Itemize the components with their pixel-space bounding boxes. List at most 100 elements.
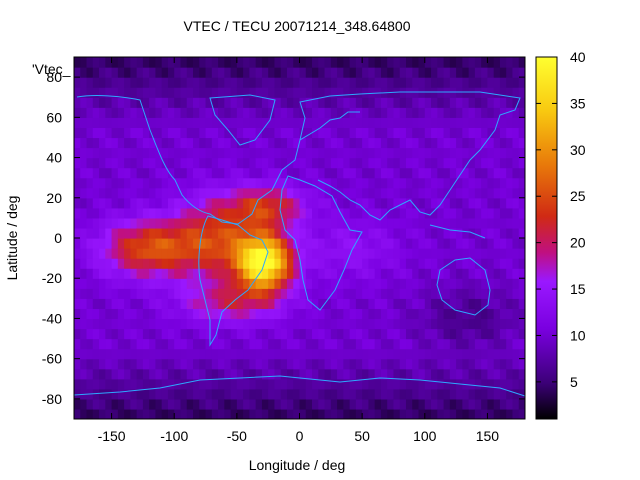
heat-cell: [211, 57, 219, 68]
heat-cell: [167, 368, 175, 380]
heat-cell: [481, 368, 489, 380]
heat-cell: [280, 278, 288, 289]
heat-cell: [312, 167, 319, 179]
heat-cell: [218, 398, 225, 410]
heat-cell: [243, 318, 250, 330]
heat-cell: [512, 368, 520, 380]
heat-cell: [312, 117, 319, 128]
heat-cell: [393, 157, 401, 169]
heat-cell: [199, 217, 207, 229]
heat-cell: [243, 378, 250, 390]
heat-cell: [174, 328, 182, 340]
heat-cell: [80, 338, 88, 350]
heat-cell: [236, 378, 244, 390]
heat-cell: [142, 207, 150, 219]
heat-cell: [236, 368, 244, 380]
heat-cell: [111, 378, 119, 390]
heat-cell: [236, 167, 244, 179]
heat-cell: [443, 398, 451, 410]
heat-cell: [437, 167, 445, 179]
heat-cell: [236, 227, 244, 239]
heat-cell: [174, 217, 182, 229]
heat-cell: [324, 368, 332, 380]
heat-cell: [362, 57, 369, 68]
heat-cell: [199, 328, 207, 340]
heat-cell: [474, 378, 482, 390]
heat-cell: [205, 398, 213, 410]
heat-cell: [111, 137, 119, 149]
heat-cell: [180, 318, 188, 330]
heat-cell: [299, 57, 307, 68]
heat-cell: [155, 358, 163, 370]
heat-cell: [268, 368, 276, 380]
heat-cell: [105, 117, 113, 128]
heat-cell: [349, 388, 357, 400]
heat-cell: [249, 147, 257, 159]
heat-cell: [230, 238, 238, 249]
heat-cell: [186, 328, 194, 340]
heat-cell: [355, 298, 363, 309]
heat-cell: [305, 328, 313, 340]
heat-cell: [255, 248, 263, 259]
heat-cell: [462, 328, 470, 340]
heat-cell: [243, 87, 250, 98]
heat-cell: [449, 378, 457, 390]
heat-cell: [424, 288, 432, 299]
heat-cell: [481, 177, 489, 189]
heat-cell: [305, 217, 313, 229]
heat-cell: [374, 197, 382, 209]
heat-cell: [405, 358, 413, 370]
heat-cell: [518, 368, 525, 380]
heat-cell: [161, 358, 169, 370]
heat-cell: [512, 278, 520, 289]
heat-cell: [431, 107, 438, 118]
heat-cell: [186, 288, 194, 299]
heat-cell: [380, 157, 388, 169]
heat-cell: [337, 278, 344, 289]
heat-cell: [255, 167, 263, 179]
heat-cell: [274, 147, 282, 159]
heat-cell: [211, 167, 219, 179]
heat-cell: [468, 328, 476, 340]
heat-cell: [268, 348, 276, 360]
heat-cell: [274, 388, 282, 400]
heat-cell: [349, 157, 357, 169]
heat-cell: [149, 378, 157, 390]
heat-cell: [111, 268, 119, 279]
heat-cell: [512, 328, 520, 340]
heat-cell: [80, 358, 88, 370]
heat-cell: [117, 348, 125, 360]
heat-cell: [312, 137, 319, 149]
heat-cell: [418, 248, 426, 259]
heat-cell: [261, 157, 269, 169]
heat-cell: [324, 338, 332, 350]
heat-cell: [136, 207, 144, 219]
heat-cell: [412, 217, 420, 229]
heat-cell: [249, 77, 257, 88]
heat-cell: [437, 288, 445, 299]
heat-cell: [512, 288, 520, 299]
heat-cell: [80, 67, 88, 78]
heat-cell: [117, 157, 125, 169]
heat-cell: [293, 87, 301, 98]
heat-cell: [142, 217, 150, 229]
heat-cell: [387, 298, 395, 309]
heat-cell: [286, 157, 294, 169]
heat-cell: [211, 127, 219, 139]
heat-cell: [387, 77, 395, 88]
heat-cell: [255, 258, 263, 269]
heat-cell: [424, 117, 432, 128]
heat-cell: [249, 167, 257, 179]
heat-cell: [92, 167, 100, 179]
heat-cell: [506, 268, 514, 279]
heat-cell: [412, 107, 420, 118]
heat-cell: [124, 288, 131, 299]
heat-cell: [437, 308, 445, 320]
heat-cell: [468, 388, 476, 400]
heat-cell: [468, 57, 476, 68]
heat-cell: [337, 258, 344, 269]
heat-cell: [393, 197, 401, 209]
heat-cell: [418, 187, 426, 199]
heat-cell: [224, 408, 232, 419]
heat-cell: [130, 328, 138, 340]
